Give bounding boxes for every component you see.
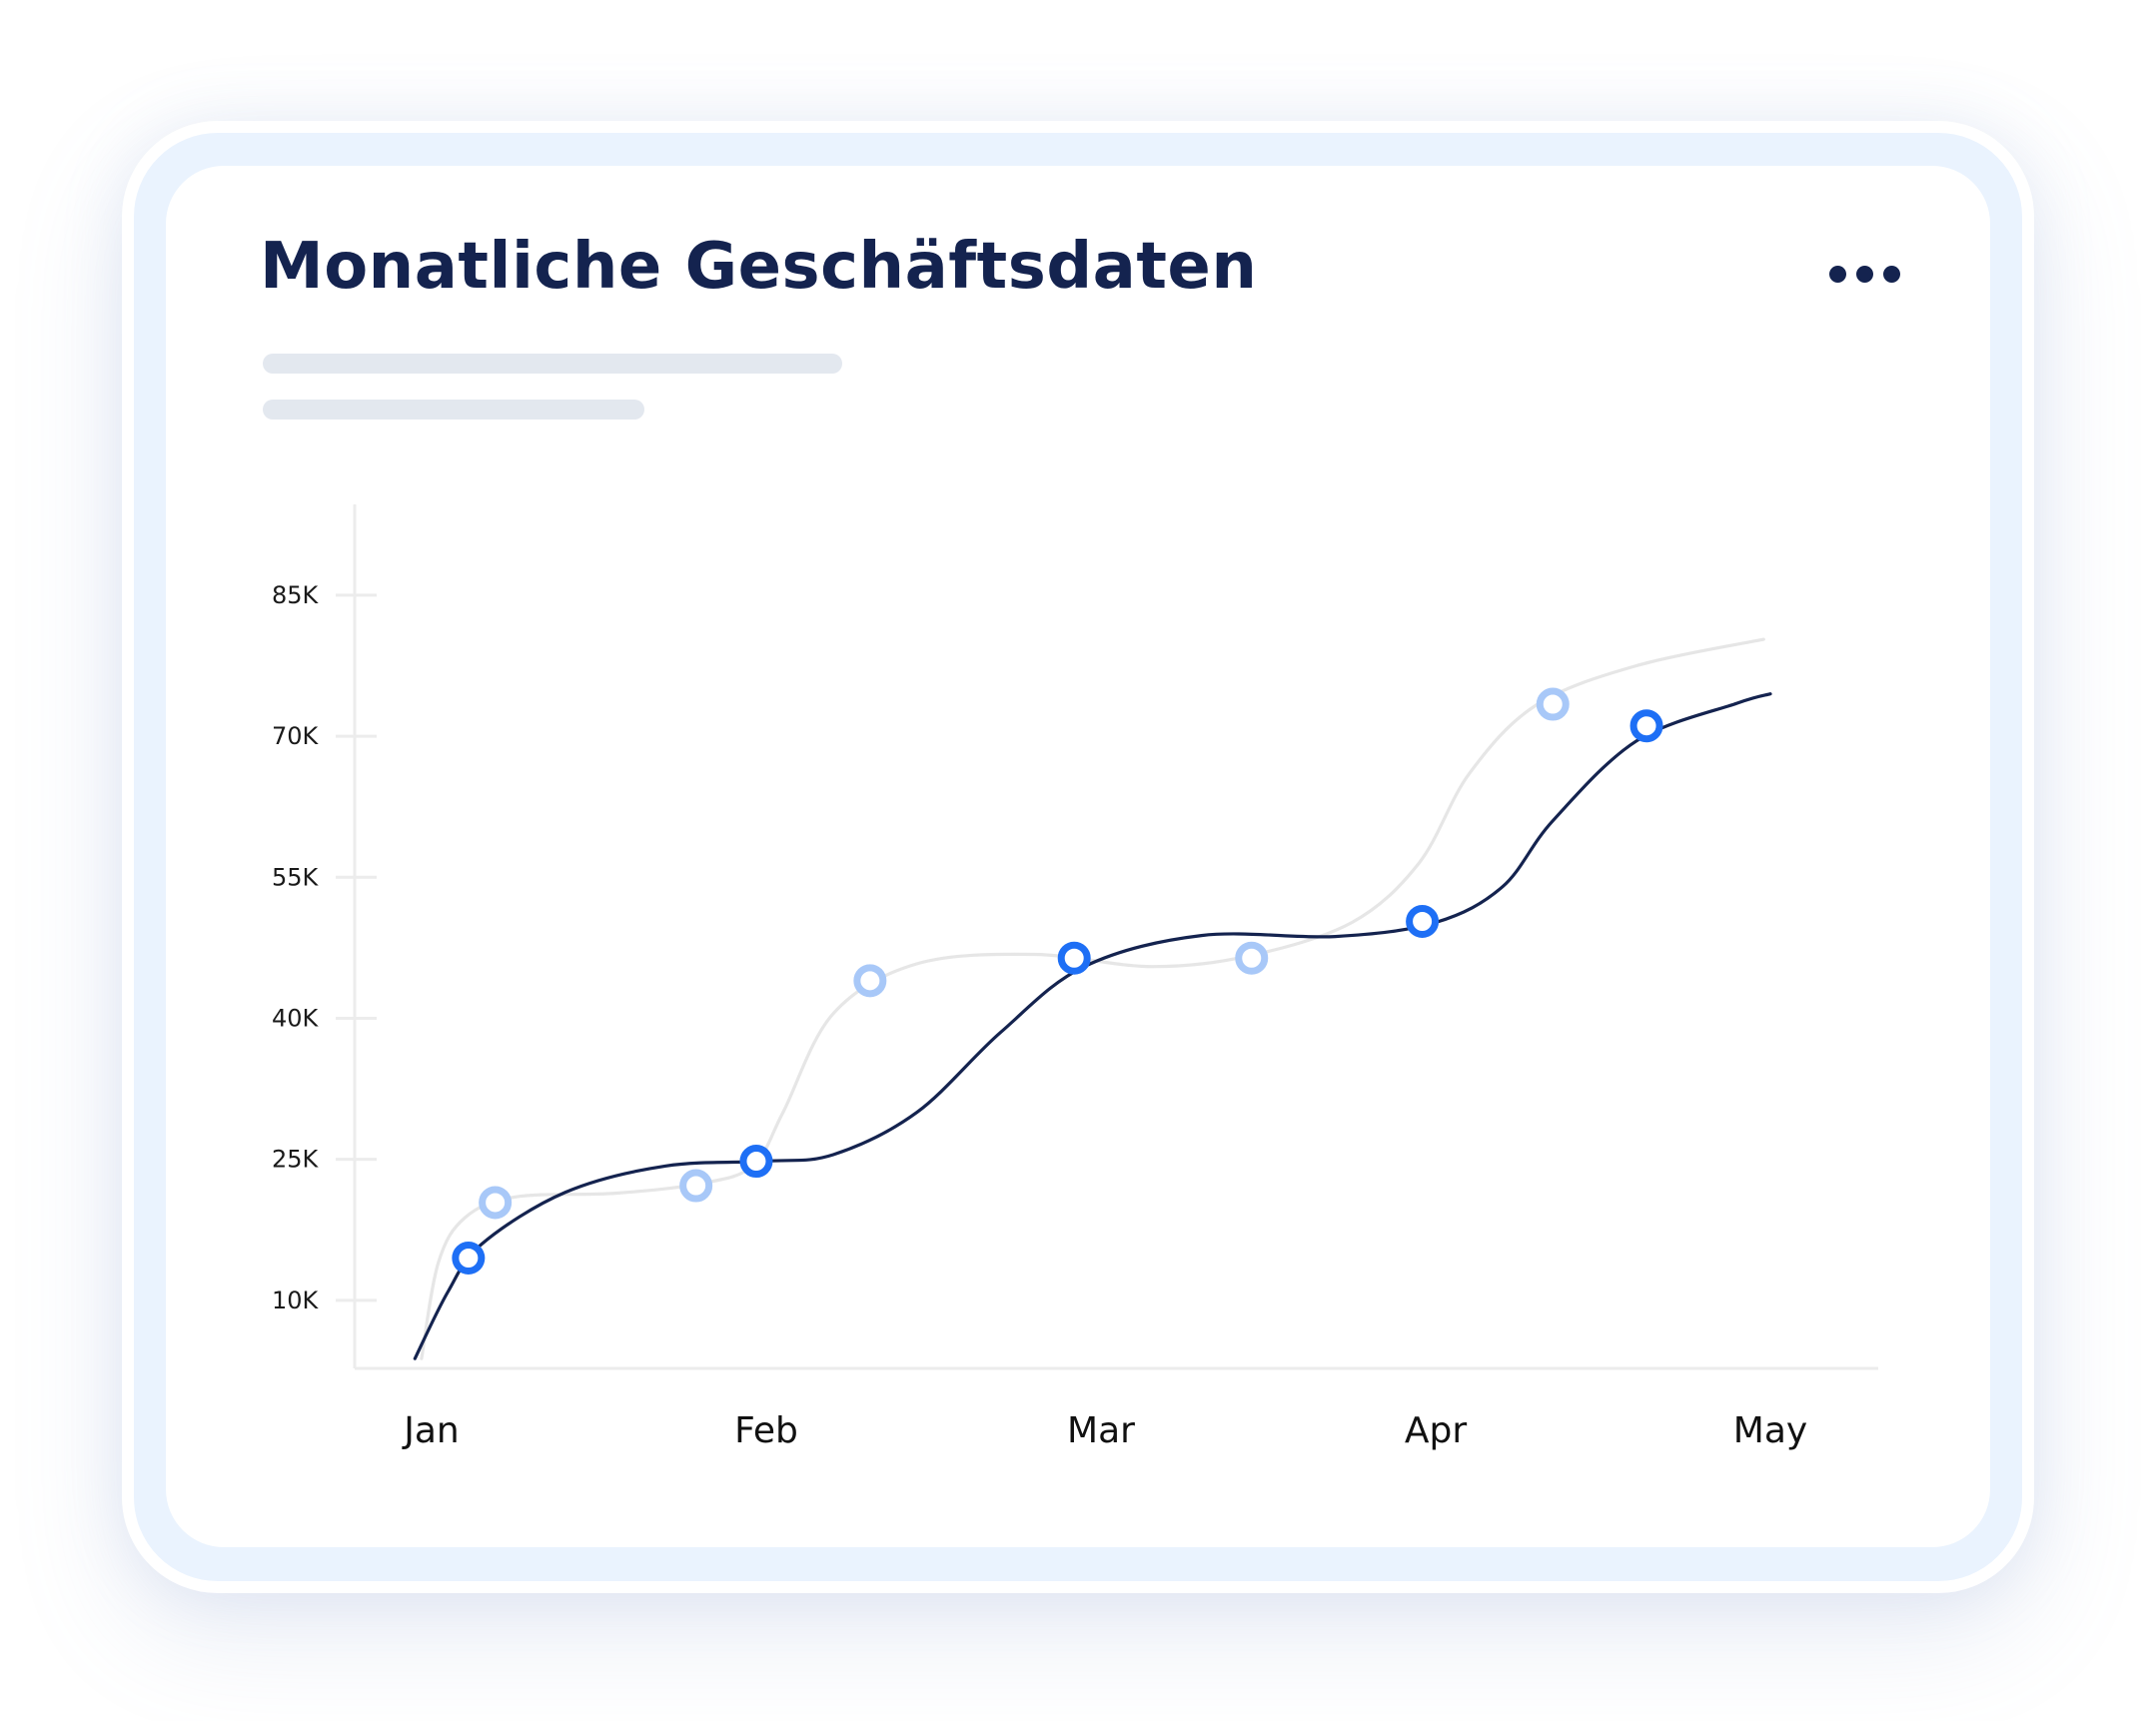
data-point-secondary: [853, 964, 887, 998]
data-point-primary: [1057, 941, 1091, 975]
data-point-primary: [452, 1242, 486, 1276]
page-title: Monatliche Geschäftsdaten: [260, 230, 1258, 304]
y-tick-label: 25K: [272, 1146, 320, 1174]
x-tick-label: May: [1733, 1410, 1807, 1451]
series-line-secondary: [420, 637, 1765, 1360]
x-tick-label: Apr: [1405, 1410, 1467, 1451]
y-tick-label: 55K: [272, 863, 320, 891]
more-horizontal-icon: [1855, 265, 1873, 283]
skeleton-text-line: [263, 400, 644, 420]
data-point-secondary: [479, 1186, 513, 1220]
more-horizontal-icon: [1828, 265, 1846, 283]
y-tick-label: 10K: [272, 1287, 320, 1314]
data-point-primary: [1629, 709, 1663, 743]
y-tick-label: 70K: [272, 722, 320, 750]
more-options-button[interactable]: [1824, 254, 1904, 294]
data-point-primary: [739, 1145, 773, 1179]
data-point-secondary: [1235, 941, 1269, 975]
series-line-primary: [413, 692, 1772, 1360]
x-tick-label: Jan: [402, 1410, 460, 1451]
x-tick-label: Feb: [734, 1410, 798, 1451]
y-tick-label: 85K: [272, 581, 320, 609]
data-point-primary: [1406, 905, 1440, 939]
y-tick-label: 40K: [272, 1004, 320, 1032]
data-point-secondary: [679, 1169, 713, 1203]
x-tick-label: Mar: [1067, 1410, 1135, 1451]
chart-card: Monatliche Geschäftsdaten: [166, 166, 1990, 1547]
skeleton-text-line: [263, 354, 842, 374]
data-point-secondary: [1536, 687, 1570, 721]
more-horizontal-icon: [1882, 265, 1900, 283]
